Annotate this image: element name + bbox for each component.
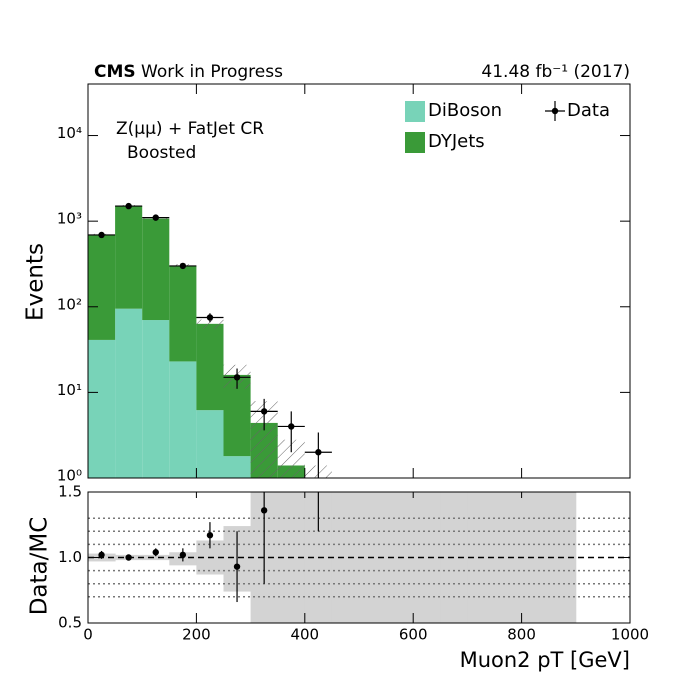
experiment: CMS: [94, 62, 136, 82]
main-plot: [88, 202, 332, 478]
status: Work in Progress: [141, 62, 283, 82]
annotation: Boosted: [127, 143, 196, 163]
histogram-bar: [115, 206, 143, 309]
data-point: [179, 262, 187, 270]
histogram-bar: [169, 361, 197, 478]
ratio-point: [260, 507, 268, 514]
data-point: [125, 202, 132, 210]
x-tick-label: 1000: [611, 626, 649, 644]
ratio-y-axis-label: Data/MC: [27, 517, 53, 616]
ratio-uncertainty: [142, 554, 170, 561]
x-tick-label: 200: [182, 626, 211, 644]
ratio-point: [179, 551, 187, 559]
histogram-bar: [88, 234, 116, 340]
y-tick-label: 10²: [57, 295, 82, 313]
data-point: [288, 423, 295, 430]
header: CMS Work in Progress: [94, 62, 283, 82]
ratio-point: [152, 549, 159, 556]
legend-marker: [551, 107, 559, 115]
ratio-plot: [88, 492, 630, 623]
main-frame: [87, 83, 631, 479]
histogram-bar: [88, 339, 116, 478]
y-axis-label: Events: [23, 243, 49, 321]
legend-label: Data: [567, 100, 610, 121]
ratio-uncertainty: [413, 492, 441, 623]
ratio-y-tick-label: 1.5: [58, 483, 82, 501]
x-tick-label: 800: [507, 626, 536, 644]
x-tick-label: 0: [83, 626, 93, 644]
y-tick-label: 10⁰: [57, 467, 82, 485]
x-axis-label: Muon2 pT [GeV]: [460, 648, 630, 672]
histogram-bar: [223, 456, 251, 478]
ratio-y-tick-label: 0.5: [58, 614, 82, 632]
data-point: [152, 214, 159, 221]
lumi: 41.48 fb⁻¹ (2017): [481, 62, 630, 82]
x-tick-label: 400: [290, 626, 319, 644]
overlay: 10⁰ 10¹ 10² 10³ 10⁴ 0 200 400 600 800 1000 0.5 1.0 1.…: [57, 84, 649, 644]
histogram-bar: [196, 410, 224, 478]
ratio-frame: [87, 491, 631, 624]
ratio-point: [206, 532, 214, 539]
legend-label: DYJets: [428, 131, 485, 152]
histogram-bar: [169, 265, 197, 362]
ratio-y-tick-label: 1.0: [58, 548, 82, 566]
legend-swatch: [405, 101, 425, 122]
data-point: [206, 314, 214, 321]
histogram-bar: [196, 323, 224, 411]
y-tick-label: 10¹: [57, 381, 82, 399]
legend-swatch: [405, 132, 425, 153]
y-tick-label: 10³: [57, 210, 82, 228]
histogram-bar: [142, 218, 170, 321]
data-point: [260, 408, 268, 415]
annotation: Z(μμ) + FatJet CR: [116, 119, 264, 139]
y-tick-label: 10⁴: [57, 124, 82, 142]
ratio-point: [125, 554, 132, 561]
ratio-point: [233, 563, 241, 570]
x-tick-label: 600: [399, 626, 428, 644]
data-point: [315, 449, 322, 456]
ratio-uncertainty: [521, 492, 550, 623]
histogram-bar: [142, 320, 170, 478]
mc-uncertainty: [196, 319, 224, 329]
data-point: [233, 374, 241, 381]
ratio-uncertainty: [331, 492, 360, 623]
ratio-point: [98, 551, 105, 559]
histogram-bar: [115, 308, 143, 478]
legend-label: DiBoson: [428, 100, 502, 121]
data-point: [98, 231, 105, 239]
